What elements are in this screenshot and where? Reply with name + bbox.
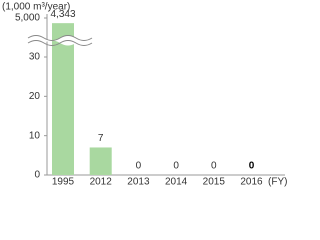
x-tick-label: 1995: [52, 177, 75, 188]
y-tick-label: 0: [34, 170, 40, 181]
bar: [52, 23, 74, 175]
y-tick-label: 20: [29, 91, 41, 102]
x-axis-label: (FY): [268, 177, 287, 188]
x-tick-label: 2012: [90, 177, 113, 188]
x-tick-label: 2013: [127, 177, 150, 188]
x-tick-label: 2015: [203, 177, 226, 188]
value-label: 0: [136, 161, 142, 172]
axis-break-line: [27, 35, 93, 41]
value-label: 7: [98, 133, 104, 144]
x-tick-label: 2014: [165, 177, 188, 188]
value-label: 0: [249, 161, 255, 172]
chart: (1,000 m³/year) (FY) 0 10 20 30 5,000 1995 4,3…: [2, 2, 287, 188]
y-tick-label: 30: [29, 52, 41, 63]
y-axis-label: (1,000 m³/year): [2, 2, 70, 13]
bar: [89, 147, 112, 175]
y-tick-label: 5,000: [15, 13, 40, 24]
value-label: 4,343: [50, 9, 75, 20]
x-tick-label: 2016: [240, 177, 263, 188]
value-label: 0: [173, 161, 179, 172]
value-label: 0: [211, 161, 217, 172]
axis-break-line: [27, 40, 93, 46]
y-tick-label: 10: [29, 130, 41, 141]
